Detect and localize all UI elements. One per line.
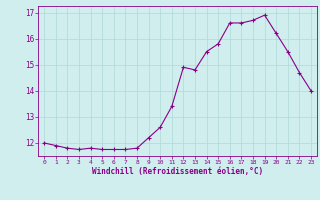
- X-axis label: Windchill (Refroidissement éolien,°C): Windchill (Refroidissement éolien,°C): [92, 167, 263, 176]
